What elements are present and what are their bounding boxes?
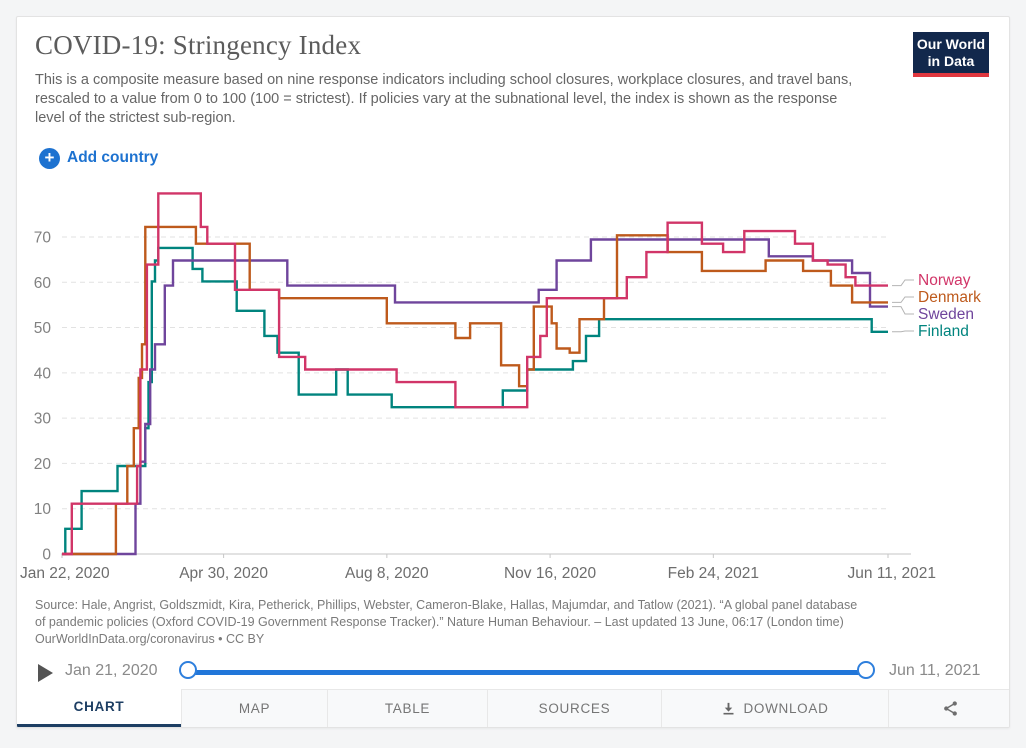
y-tick-label: 60 (34, 275, 52, 292)
y-tick-label: 10 (34, 501, 52, 518)
legend-label-norway[interactable]: Norway (918, 272, 971, 289)
timeline-end-handle[interactable] (857, 661, 875, 679)
timeline-start-date: Jan 21, 2020 (65, 662, 158, 679)
legend-label-finland[interactable]: Finland (918, 323, 969, 340)
series-line-norway[interactable] (62, 192, 888, 556)
play-icon[interactable] (38, 664, 53, 682)
tab-map[interactable]: MAP (181, 689, 327, 727)
x-tick-label: Apr 30, 2020 (179, 565, 268, 582)
tab-share[interactable] (888, 689, 1009, 727)
x-tick-label: Aug 8, 2020 (345, 565, 429, 582)
legend-label-sweden[interactable]: Sweden (918, 306, 974, 323)
series-line-sweden[interactable] (62, 238, 888, 556)
x-tick-label: Feb 24, 2021 (668, 565, 759, 582)
timeline-control: Jan 21, 2020 Jun 11, 2021 (17, 657, 1009, 691)
y-tick-label: 30 (34, 411, 52, 428)
footer-tab-bar: CHART MAP TABLE SOURCES DOWNLOAD (17, 689, 1009, 727)
chart-subtitle: This is a composite measure based on nin… (35, 72, 853, 126)
x-tick-label: Nov 16, 2020 (504, 565, 597, 582)
tab-map-label: MAP (238, 701, 271, 716)
tab-download[interactable]: DOWNLOAD (661, 689, 888, 727)
legend-label-denmark[interactable]: Denmark (918, 289, 981, 306)
x-tick-label: Jan 22, 2020 (20, 565, 110, 582)
tab-chart-label: CHART (73, 699, 125, 714)
owid-logo-line2: in Data (927, 53, 975, 69)
tab-chart[interactable]: CHART (17, 689, 181, 727)
tab-sources-label: SOURCES (538, 701, 611, 716)
y-tick-label: 20 (34, 456, 52, 473)
legend-connector (892, 330, 914, 333)
share-icon (942, 700, 959, 717)
timeline-start-handle[interactable] (179, 661, 197, 679)
owid-logo-line1: Our World (916, 36, 986, 52)
timeline-track[interactable] (188, 670, 866, 675)
series-line-finland[interactable] (62, 246, 888, 556)
y-tick-label: 70 (34, 229, 52, 246)
tab-sources[interactable]: SOURCES (487, 689, 661, 727)
tab-table-label: TABLE (384, 701, 431, 716)
page-title: COVID-19: Stringency Index (35, 30, 362, 60)
timeline-end-date: Jun 11, 2021 (889, 662, 981, 679)
stringency-line-chart[interactable]: 0 10 20 30 40 50 60 70 Jan 22, 2020 Apr 30, 2020 A… (17, 186, 1010, 586)
legend-connector (892, 279, 914, 287)
source-note: Source: Hale, Angrist, Goldszmidt, Kira,… (35, 597, 965, 648)
source-link-line[interactable]: OurWorldInData.org/coronavirus • CC BY (35, 632, 265, 646)
tab-download-label: DOWNLOAD (743, 701, 829, 716)
source-line: of pandemic policies (Oxford COVID-19 Go… (35, 615, 844, 629)
tab-table[interactable]: TABLE (327, 689, 487, 727)
owid-logo[interactable]: Our World in Data (913, 32, 989, 77)
y-tick-label: 40 (34, 365, 52, 382)
source-line: Source: Hale, Angrist, Goldszmidt, Kira,… (35, 598, 858, 612)
y-tick-label: 50 (34, 320, 52, 337)
x-tick-label: Jun 11, 2021 (848, 565, 936, 582)
add-country-label: Add country (67, 149, 159, 166)
series-line-denmark[interactable] (62, 225, 888, 556)
y-tick-label: 0 (42, 547, 51, 564)
legend-connector (892, 306, 914, 315)
add-country-button[interactable]: + Add country (39, 147, 158, 169)
plus-circle-icon: + (39, 147, 60, 169)
download-icon (721, 701, 736, 716)
chart-card: COVID-19: Stringency Index Our World in … (16, 16, 1010, 728)
legend-connector (892, 296, 914, 303)
